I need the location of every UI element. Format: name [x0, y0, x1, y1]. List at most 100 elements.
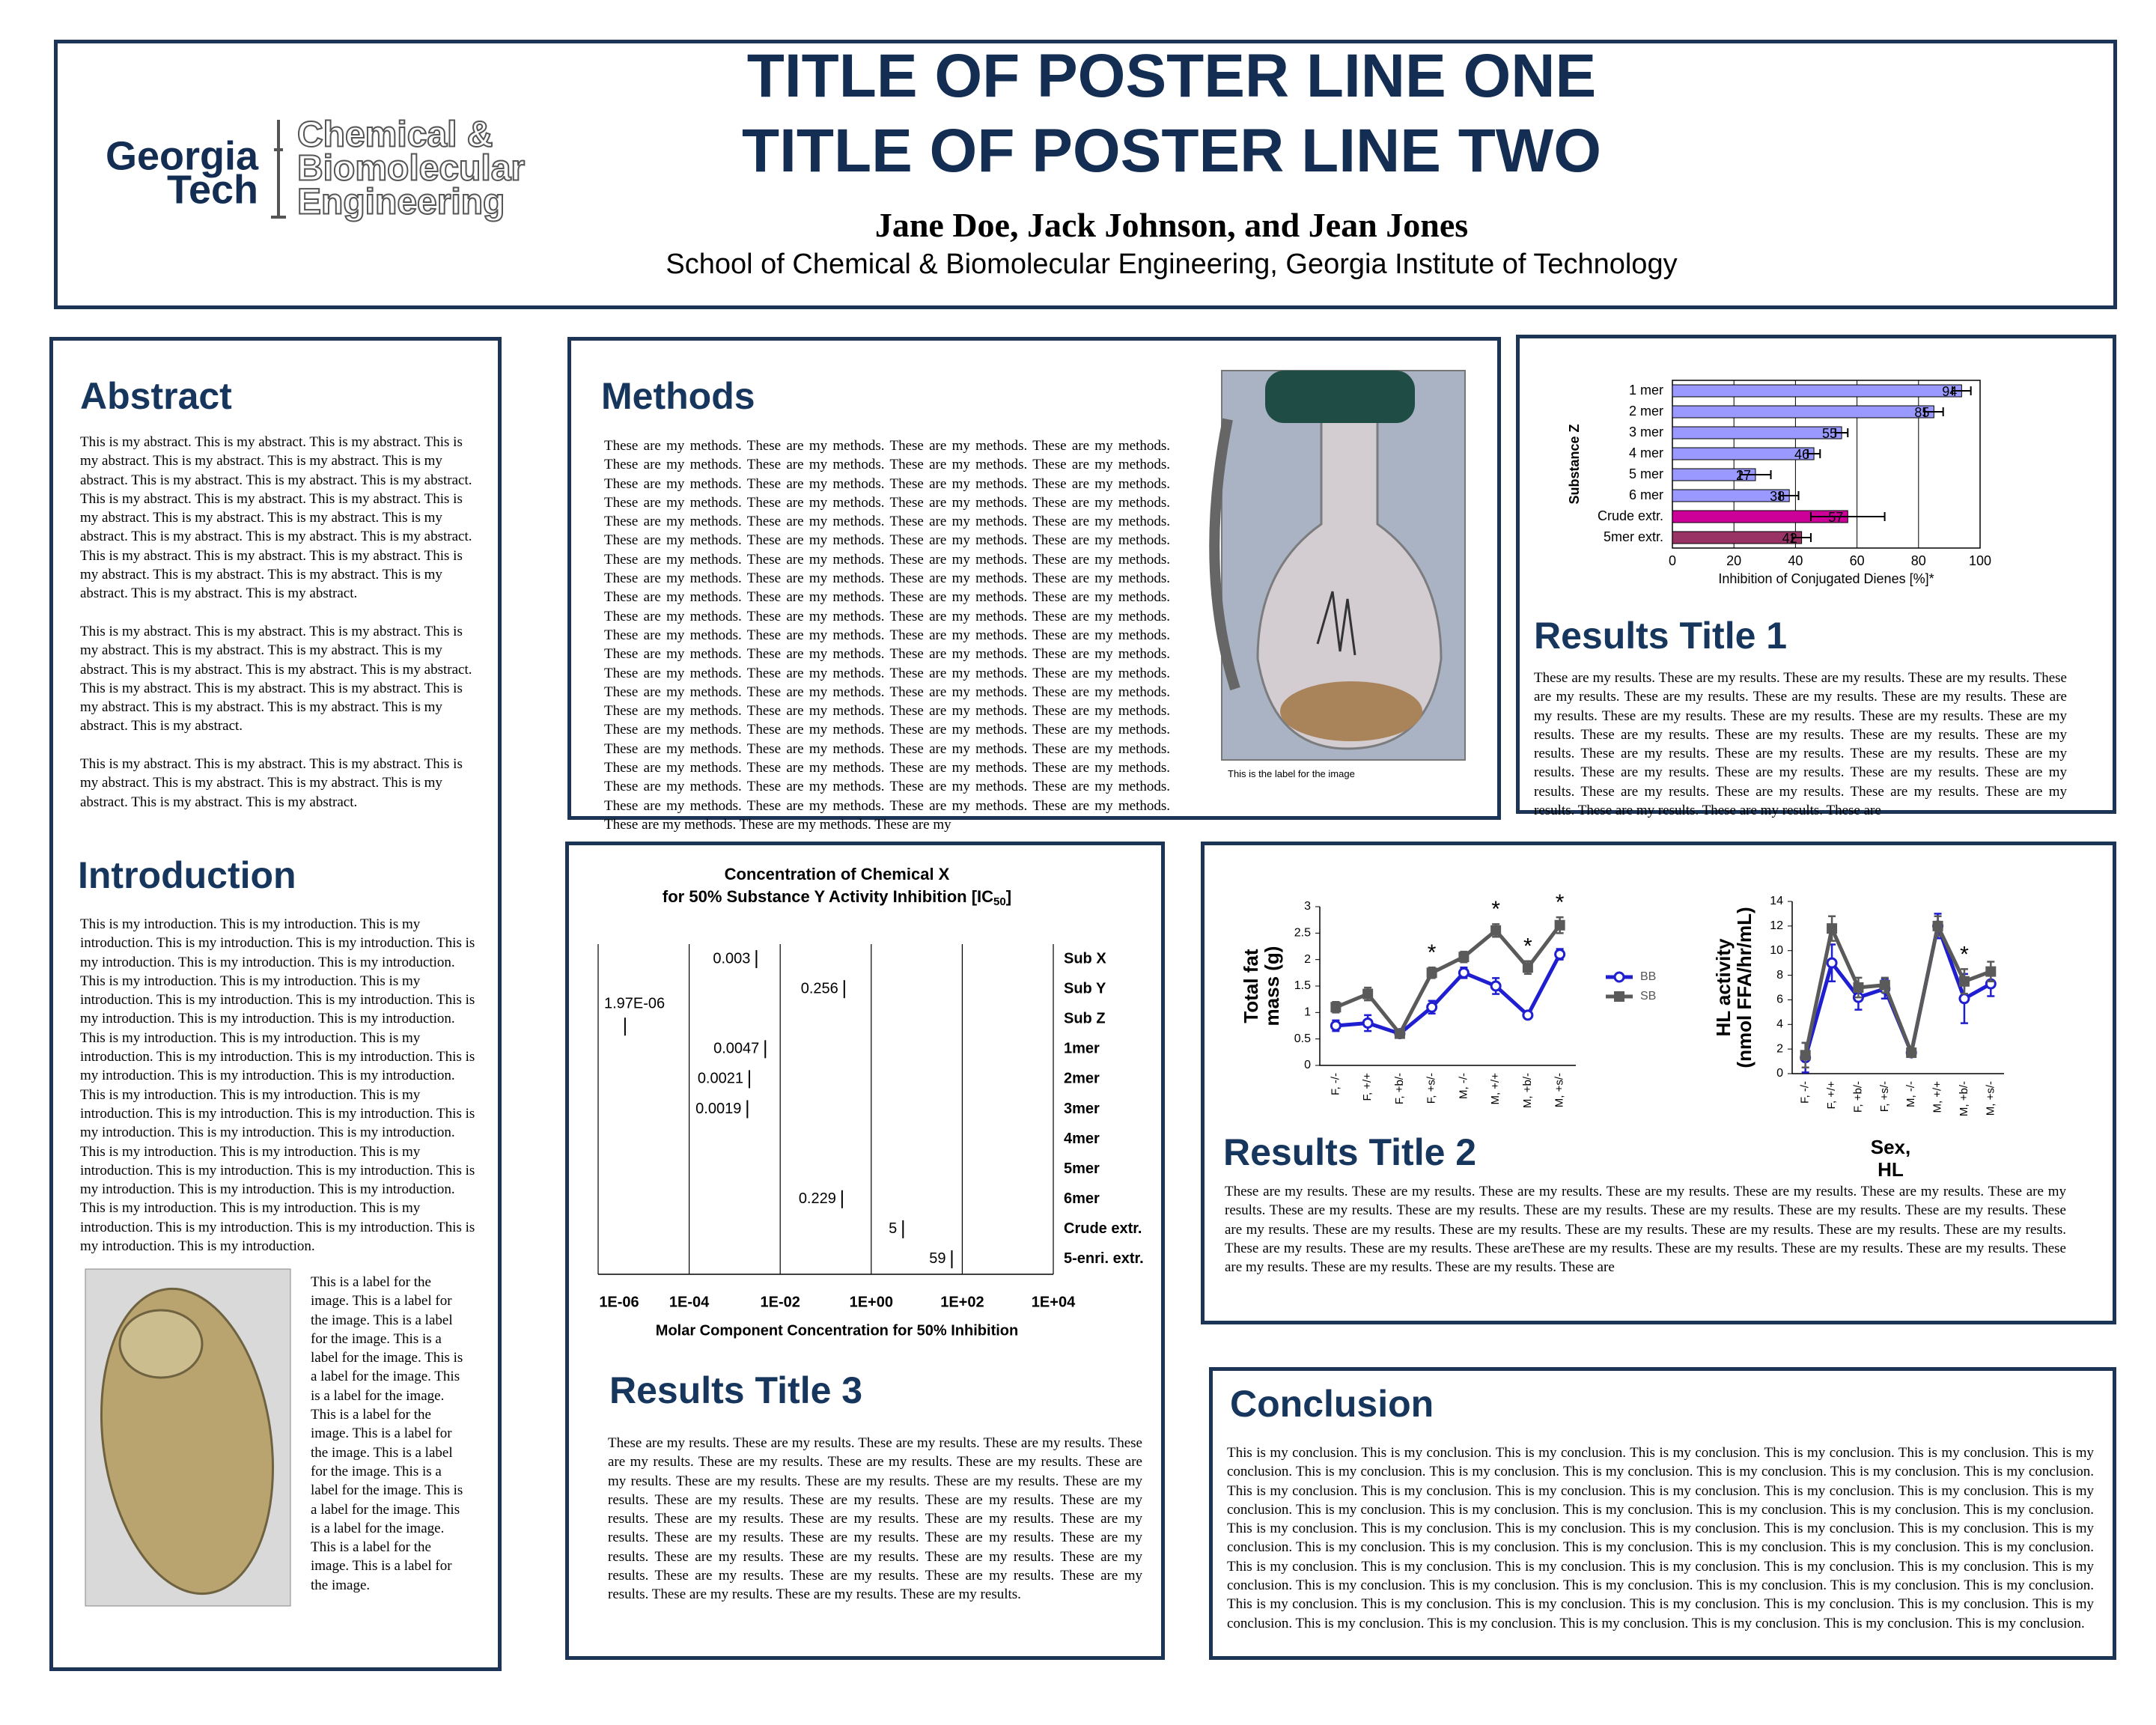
paragraph: This is my abstract. This is my abstract… [80, 434, 472, 602]
category-label: 6mer [1064, 1190, 1100, 1207]
marker [1490, 980, 1502, 992]
marker [1879, 979, 1890, 991]
legend-marker [1614, 991, 1624, 1002]
category-label: 5mer [1064, 1160, 1100, 1177]
y-tick-label: 2 [1776, 1042, 1783, 1055]
x-tick-label: F, +b/- [1851, 1081, 1864, 1113]
logo-department: Biomolecular [297, 149, 525, 189]
marker [1394, 1028, 1405, 1039]
results-3-text: These are my results. These are my resul… [608, 1435, 1142, 1603]
marker [1826, 957, 1838, 969]
x-tick-label: 1E+02 [940, 1294, 984, 1310]
x-tick-label: M, +/+ [1931, 1081, 1944, 1113]
data-label: 0.0019 [695, 1101, 741, 1117]
marker [1800, 1050, 1811, 1061]
x-axis-label: HL [1878, 1158, 1904, 1181]
error-bar [1809, 512, 1886, 521]
x-tick-label: 1E+04 [1032, 1294, 1076, 1310]
marker [1853, 982, 1864, 993]
paragraph: This is my abstract. This is my abstract… [80, 756, 463, 810]
y-tick-label: 14 [1770, 895, 1783, 907]
error-bar [1779, 491, 1800, 500]
category-label: 4mer [1064, 1131, 1100, 1147]
y-tick-label: 10 [1770, 944, 1783, 957]
category-label: 1mer [1064, 1041, 1100, 1057]
x-tick-label: F, +/+ [1361, 1073, 1374, 1101]
y-axis-label: HL activity [1712, 938, 1735, 1037]
marker [1426, 1001, 1438, 1013]
marker [1932, 920, 1943, 931]
authors: Jane Doe, Jack Johnson, and Jean Jones [874, 206, 1469, 244]
significance-mark: * [1428, 940, 1437, 965]
section-heading: Results Title 2 [1223, 1131, 1477, 1173]
chart-title: Concentration of Chemical X [725, 865, 950, 883]
y-tick-label: Crude extr. [1598, 508, 1663, 523]
y-tick-label: 3 [1304, 900, 1311, 913]
y-axis-label: Total fat [1240, 949, 1262, 1023]
x-tick-label: 40 [1788, 553, 1803, 568]
category-label: Sub Z [1064, 1011, 1106, 1027]
y-tick-label: 5mer extr. [1604, 529, 1663, 544]
y-tick-label: 6 mer [1629, 487, 1663, 502]
data-label: 0.0047 [713, 1041, 759, 1057]
category-label: Sub Y [1064, 980, 1106, 997]
conclusion-text: This is my conclusion. This is my conclu… [1227, 1445, 2094, 1631]
x-axis-label: Molar Component Concentration for 50% In… [656, 1322, 1018, 1339]
marker [1330, 1020, 1342, 1032]
methods-box [567, 337, 1501, 820]
data-label: 5 [889, 1220, 897, 1237]
error-bar [1834, 428, 1849, 437]
data-label: 42 [1782, 531, 1797, 546]
marker [1958, 976, 1970, 987]
section-heading: Methods [601, 375, 755, 417]
introduction-text: This is my introduction. This is my intr… [80, 916, 475, 1255]
marker [1330, 1002, 1342, 1013]
left-column-box [49, 337, 502, 1671]
category-label: 5-enri. extr. [1064, 1250, 1144, 1267]
category-label: Sub X [1064, 950, 1106, 967]
cell-micrograph [85, 1268, 291, 1607]
affiliation: School of Chemical & Biomolecular Engine… [666, 249, 1678, 280]
error-bar [1952, 386, 1972, 395]
data-label: 59 [929, 1250, 945, 1267]
y-tick-label: 8 [1776, 969, 1783, 982]
figure-caption: This is a label for the image. This is a… [311, 1274, 463, 1593]
x-tick-label: M, -/- [1904, 1081, 1917, 1107]
x-tick-label: M, +s/- [1984, 1081, 1997, 1116]
y-tick-label: 5 mer [1629, 466, 1663, 481]
results-3-box [565, 842, 1165, 1660]
results-1-text: These are my results. These are my resul… [1534, 670, 2067, 819]
section-heading: Results Title 3 [609, 1369, 863, 1411]
marker [1554, 919, 1565, 931]
x-tick-label: F, +b/- [1393, 1073, 1406, 1104]
conclusion-box [1209, 1367, 2116, 1660]
paragraph: This is my abstract. This is my abstract… [80, 623, 472, 734]
y-tick-label: 4 [1776, 1018, 1783, 1031]
data-label: 1.97E-06 [604, 996, 665, 1012]
bar [1672, 426, 1842, 439]
x-tick-label: 1E-04 [669, 1294, 710, 1310]
bar [1672, 405, 1934, 419]
marker [1362, 1017, 1374, 1029]
data-label: 0.256 [801, 980, 838, 997]
y-tick-label: 1 [1304, 1006, 1311, 1019]
logo-department: Chemical & [297, 115, 493, 155]
x-tick-label: M, +b/- [1521, 1073, 1534, 1108]
results-2-text: These are my results. These are my resul… [1225, 1184, 2066, 1276]
series-line [1336, 953, 1562, 1036]
bar [1672, 384, 1962, 398]
error-bar [1806, 449, 1821, 458]
section-heading: Results Title 1 [1534, 615, 1788, 657]
image-caption: This is the label for the image [1228, 768, 1355, 779]
x-axis-label: Inhibition of Conjugated Dienes [%]* [1718, 571, 1934, 586]
y-tick-label: 0.5 [1294, 1032, 1311, 1045]
x-tick-label: 100 [1969, 553, 1991, 568]
section-heading: Abstract [80, 375, 232, 417]
abstract-text: This is my abstract. This is my abstract… [80, 433, 475, 830]
logo-mark [271, 120, 286, 219]
header-box [54, 40, 2117, 309]
error-bar [1791, 533, 1812, 542]
x-tick-label: F, -/- [1329, 1073, 1342, 1095]
marker [1906, 1047, 1917, 1059]
